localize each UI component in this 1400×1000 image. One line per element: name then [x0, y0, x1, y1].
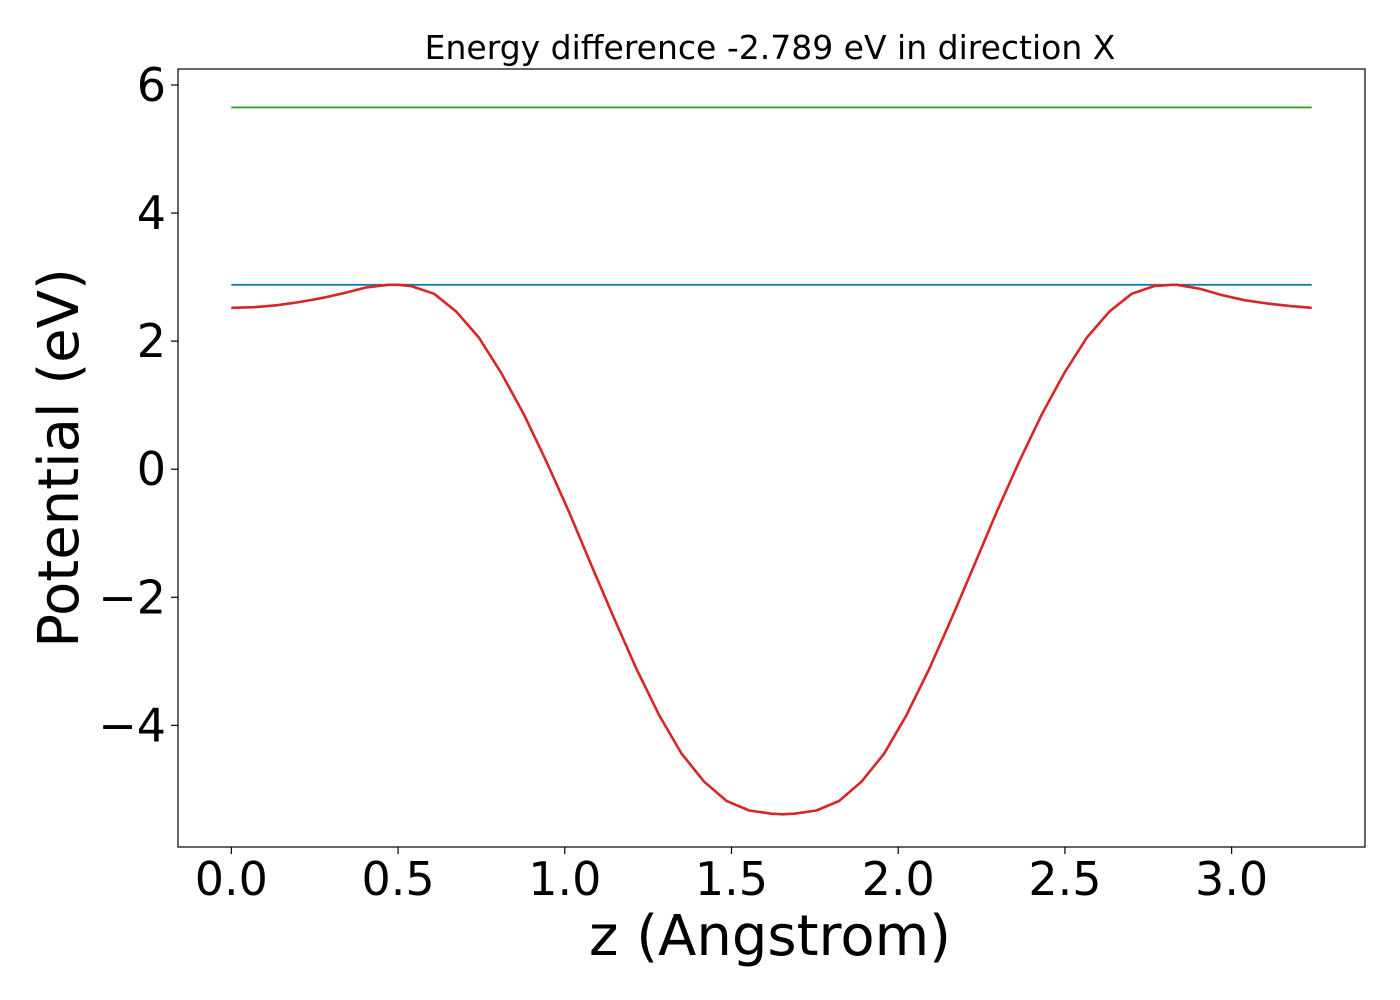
series-line-3	[231, 283, 1312, 816]
y-tick-label: 4	[137, 186, 166, 240]
x-axis-ticks: 0.0 0.5 1.0 1.5 2.0 2.5 3.0	[195, 847, 1268, 906]
x-tick-label: 3.0	[1195, 852, 1268, 906]
x-tick-label: 0.0	[195, 852, 268, 906]
y-tick-label: −4	[98, 698, 166, 752]
y-axis-label: Potential (eV)	[27, 268, 92, 648]
y-tick-label: 0	[137, 442, 166, 496]
x-tick-label: 1.5	[695, 852, 768, 906]
chart-title: Energy difference -2.789 eV in direction…	[425, 28, 1116, 67]
y-tick-label: 6	[137, 58, 166, 112]
x-tick-label: 1.0	[528, 852, 601, 906]
y-tick-label: −2	[98, 570, 166, 624]
series-layer	[231, 106, 1312, 816]
x-axis-label: z (Angstrom)	[589, 904, 951, 969]
y-axis-ticks: 6 4 2 0 −2 −4	[98, 58, 178, 752]
x-tick-label: 0.5	[361, 852, 434, 906]
x-tick-label: 2.0	[862, 852, 935, 906]
y-tick-label: 2	[137, 314, 166, 368]
x-tick-label: 2.5	[1028, 852, 1101, 906]
plot-frame	[177, 68, 1366, 848]
